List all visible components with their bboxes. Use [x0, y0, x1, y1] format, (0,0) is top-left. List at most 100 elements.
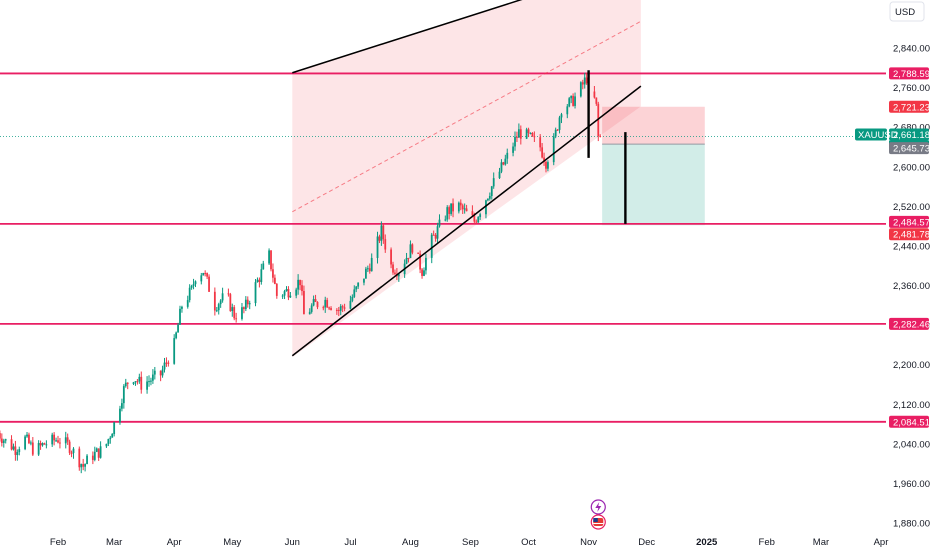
price-badge-level[interactable]: 2,282.46 — [889, 317, 930, 331]
price-badge-entry[interactable]: 2,645.73 — [889, 142, 930, 155]
candle-body — [148, 381, 150, 383]
candle-body — [432, 234, 435, 236]
candle — [138, 373, 141, 384]
candle — [335, 308, 338, 315]
price-tick-label: 2,840.00 — [893, 44, 930, 55]
price-badge-stop[interactable]: 2,721.23 — [889, 100, 930, 114]
price-badge-level[interactable]: 2,788.59 — [889, 67, 930, 80]
candle-body — [208, 276, 210, 292]
candle — [378, 234, 381, 244]
price-badge-label: 2,084.51 — [893, 417, 930, 428]
candle — [55, 437, 57, 442]
candle-body — [560, 114, 563, 118]
candle-body — [150, 380, 152, 382]
candle-body — [457, 202, 460, 212]
candle-body — [430, 234, 433, 258]
symbol-badge-label: XAUUSD — [858, 130, 898, 141]
candle-body — [248, 303, 251, 305]
candle — [175, 331, 178, 340]
time-tick-label: Oct — [521, 537, 536, 548]
candle — [268, 248, 270, 265]
candle — [436, 222, 439, 244]
candle — [177, 322, 179, 333]
candle-body — [111, 434, 114, 438]
candle-body — [18, 449, 21, 453]
candle — [181, 305, 183, 313]
candle — [186, 295, 189, 309]
candle-body — [134, 381, 137, 383]
candle — [419, 250, 422, 274]
take-profit-zone — [602, 144, 705, 226]
candle — [341, 304, 344, 313]
candle-body — [303, 291, 305, 315]
candle-body — [411, 244, 414, 253]
candle — [126, 382, 129, 390]
candle-body — [473, 215, 476, 222]
event-icons[interactable] — [590, 499, 606, 530]
candle-body — [368, 268, 371, 272]
candle-body — [299, 279, 301, 286]
candle-body — [84, 464, 87, 467]
candle — [465, 204, 468, 212]
candle-body — [394, 272, 396, 274]
candle — [595, 97, 598, 106]
candle — [202, 272, 205, 276]
candle-body — [219, 300, 222, 305]
candle-body — [459, 202, 462, 206]
candle-body — [301, 285, 303, 292]
candle — [28, 432, 30, 445]
candle — [297, 274, 300, 295]
candle — [543, 152, 545, 166]
candle-body — [477, 217, 480, 223]
candle-body — [126, 382, 129, 384]
candle — [146, 376, 148, 394]
price-badge-level[interactable]: 2,084.51 — [889, 415, 930, 429]
candle-body — [41, 443, 44, 446]
candle-body — [275, 283, 278, 296]
price-badge-label: 2,661.18 — [893, 130, 930, 141]
channel-upper-line[interactable] — [292, 0, 641, 74]
time-axis[interactable]: Feb Mar Apr May Jun Jul Aug Sep Oct Nov Dec 2025 Feb… — [50, 537, 889, 548]
candle-body — [109, 437, 112, 440]
candle — [444, 215, 447, 222]
candle-body — [241, 307, 243, 319]
candle — [213, 287, 216, 316]
candle — [349, 295, 352, 310]
candle-body — [213, 291, 216, 311]
currency-button[interactable] — [889, 1, 925, 22]
price-tick-label: 2,680.00 — [893, 123, 930, 134]
horizontal-levels[interactable] — [0, 72, 886, 423]
candle — [167, 360, 170, 367]
lightning-event-icon[interactable] — [590, 499, 606, 515]
candle-body — [572, 95, 575, 106]
candle-body — [161, 369, 164, 376]
candle-body — [221, 293, 224, 301]
candle-body — [516, 136, 518, 138]
us-flag-event-icon[interactable] — [590, 514, 606, 530]
candle-body — [579, 82, 582, 97]
candle-body — [66, 437, 69, 442]
candle — [382, 223, 385, 244]
candle — [273, 274, 276, 285]
candle-body — [64, 437, 67, 444]
candle — [200, 272, 203, 285]
candle — [66, 433, 69, 445]
price-badge-level[interactable]: 2,484.57 — [889, 215, 930, 229]
candle-body — [308, 311, 311, 315]
candle-body — [397, 274, 400, 277]
price-tick-label: 1,960.00 — [893, 479, 930, 490]
price-badge-bg — [889, 67, 929, 80]
candle — [95, 447, 98, 453]
candle-body — [405, 257, 408, 264]
candle-body — [568, 98, 571, 107]
candle-body — [272, 269, 274, 278]
candle-body — [119, 408, 121, 423]
price-badge-target[interactable]: 2,481.78 — [889, 228, 930, 241]
drawings[interactable] — [291, 0, 705, 357]
channel-lower-line[interactable] — [291, 85, 642, 357]
candle-body — [107, 439, 110, 444]
price-axis[interactable]: USD 1,880.00 1,960.00 2,040.00 2,120.00 2,20… — [855, 0, 932, 550]
candle — [68, 439, 71, 456]
